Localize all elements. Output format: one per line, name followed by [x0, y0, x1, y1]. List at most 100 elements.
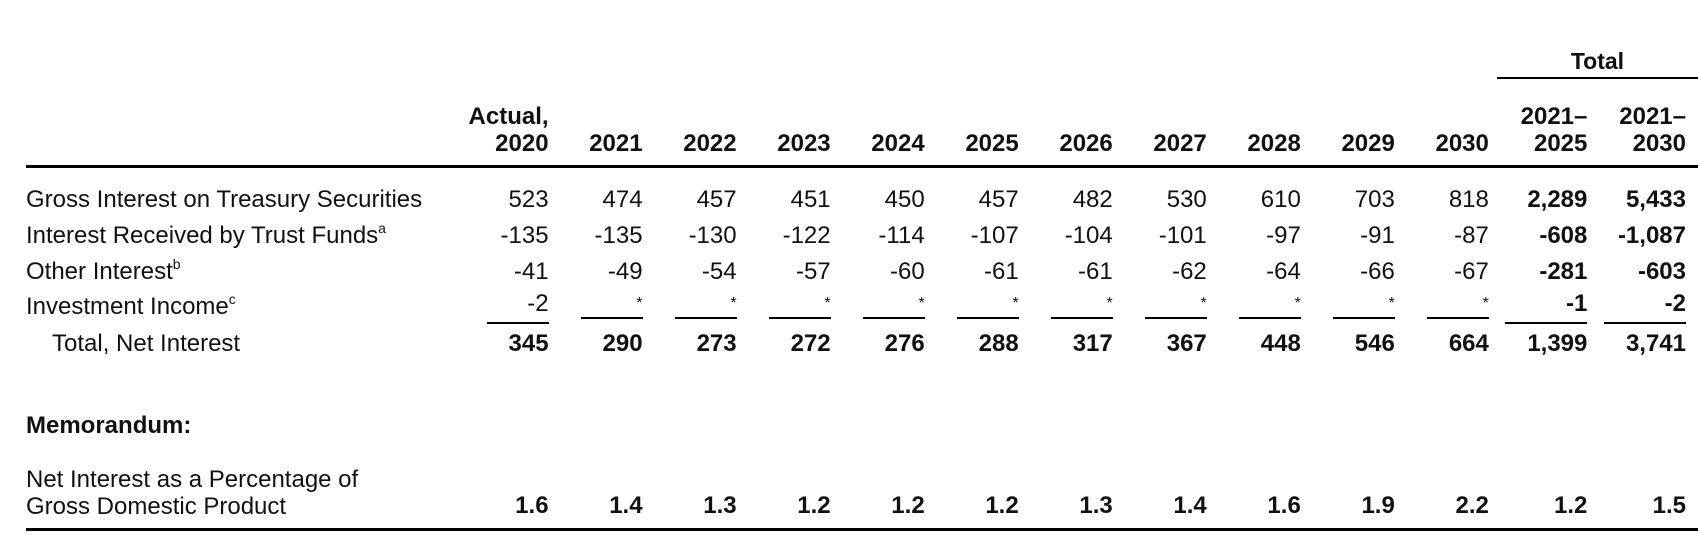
total-cell: 345 — [508, 330, 549, 357]
table-cell: -62 — [1121, 254, 1215, 290]
header-row: Actual, 2020 2021 2022 2023 2024 2025 2026 2027 2… — [26, 78, 1698, 168]
cell-value: 457 — [978, 186, 1019, 213]
percentage-cell: 1.3 — [1026, 444, 1121, 531]
cell-value: -67 — [1454, 258, 1489, 285]
table-cell: -101 — [1121, 218, 1215, 254]
cell-value: -97 — [1266, 222, 1301, 249]
memorandum-heading: Memorandum: — [26, 412, 192, 439]
total-cell: 276 — [884, 330, 925, 357]
table-cell: -60 — [839, 254, 933, 290]
column-header-line: 2029 — [1341, 130, 1395, 157]
table-cell: -97 — [1215, 218, 1309, 254]
column-header-line: 2020 — [495, 130, 549, 157]
column-header: 2021– 2025 — [1496, 78, 1596, 168]
total-cell: 273 — [696, 330, 737, 357]
row-label: Interest Received by Trust Fundsa — [26, 218, 458, 254]
cell-value: 530 — [1166, 186, 1207, 213]
header-super-row: Total — [26, 48, 1698, 79]
cell-value: -57 — [795, 258, 831, 285]
percentage-label-line: Gross Domestic Product — [26, 493, 287, 520]
row-label: Other Interestb — [26, 254, 458, 290]
table-cell: * — [1309, 290, 1403, 324]
cell-value: -104 — [1064, 222, 1113, 249]
percentage-cell: 1.9 — [1308, 444, 1403, 531]
table-cell: 457 — [651, 167, 745, 219]
table-cell: -603 — [1595, 254, 1698, 290]
percentage-cell: 1.4 — [1120, 444, 1215, 531]
cell-value: -87 — [1454, 222, 1489, 249]
total-row: Total, Net Interest 345 290 273 272 276 288 317… — [26, 324, 1698, 370]
total-cell: 664 — [1448, 330, 1489, 357]
footnote-marker: a — [378, 220, 386, 236]
net-interest-table: Total Actual, 2020 2021 2022 2023 2024 2025 2026… — [26, 48, 1698, 531]
cell-value: -603 — [1637, 258, 1686, 285]
cell-value: -101 — [1158, 222, 1207, 249]
table-cell: * — [557, 290, 651, 324]
total-cell: 288 — [978, 330, 1019, 357]
column-header: 2021 — [556, 78, 651, 168]
table-cell: -122 — [745, 218, 839, 254]
column-header-line: 2022 — [683, 130, 737, 157]
cell-value: 523 — [508, 186, 549, 213]
row-label-text: Gross Interest on Treasury Securities — [26, 186, 423, 213]
column-header: 2028 — [1214, 78, 1309, 168]
cell-value: 450 — [884, 186, 925, 213]
column-header-line: Actual, — [468, 103, 549, 130]
cell-value: * — [1238, 295, 1301, 319]
column-header-line: 2027 — [1153, 130, 1207, 157]
table-cell: -87 — [1403, 218, 1497, 254]
percentage-cell: 1.6 — [1214, 444, 1309, 531]
table-cell: -66 — [1309, 254, 1403, 290]
table-cell: -41 — [458, 254, 556, 290]
column-header-line: 2024 — [871, 130, 925, 157]
table-cell: -2 — [458, 290, 556, 324]
table-cell: -107 — [933, 218, 1027, 254]
cell-value: 610 — [1260, 186, 1301, 213]
cell-value: -62 — [1172, 258, 1207, 285]
total-cell: 367 — [1166, 330, 1207, 357]
percentage-cell: 1.6 — [458, 444, 557, 531]
cell-value: 451 — [790, 186, 831, 213]
cell-value: * — [956, 295, 1019, 319]
cell-value: -135 — [500, 222, 549, 249]
cell-value: -66 — [1360, 258, 1395, 285]
table-cell: 5,433 — [1595, 167, 1698, 219]
column-header-line: 2021 — [589, 130, 643, 157]
table-cell: 450 — [839, 167, 933, 219]
table-row: Investment Incomec -2 * * * * * * * * * * -1 -2 — [26, 290, 1698, 324]
table-cell: -104 — [1027, 218, 1121, 254]
column-header: 2024 — [838, 78, 933, 168]
column-header: Actual, 2020 — [458, 78, 557, 168]
table-cell: 523 — [458, 167, 556, 219]
cell-value: * — [580, 295, 643, 319]
column-header-line: 2026 — [1059, 130, 1113, 157]
total-cell: 1,399 — [1527, 330, 1588, 357]
table-cell: -1,087 — [1595, 218, 1698, 254]
cell-value: -61 — [984, 258, 1019, 285]
table-cell: * — [1403, 290, 1497, 324]
cell-value: -54 — [701, 258, 737, 285]
cell-value: * — [1332, 295, 1395, 319]
cell-value: * — [1426, 295, 1489, 319]
column-header-line: 2028 — [1247, 130, 1301, 157]
column-header: 2027 — [1120, 78, 1215, 168]
percentage-cell: 1.2 — [932, 444, 1027, 531]
cell-value: -608 — [1539, 222, 1588, 249]
column-header: 2026 — [1026, 78, 1121, 168]
row-label-text: Interest Received by Trust Funds — [26, 222, 379, 249]
table-cell: 474 — [557, 167, 651, 219]
total-label: Total, Net Interest — [52, 330, 241, 357]
cell-value: -49 — [607, 258, 643, 285]
table-cell: -1 — [1497, 290, 1596, 324]
column-header: 2022 — [650, 78, 745, 168]
footnote-marker: b — [172, 256, 181, 272]
table-cell: -67 — [1403, 254, 1497, 290]
row-label-text: Investment Income — [26, 293, 229, 320]
cell-value: 457 — [696, 186, 737, 213]
percentage-label-line: Net Interest as a Percentage of — [26, 466, 359, 493]
footnote-marker: c — [228, 291, 236, 307]
cell-value: -41 — [513, 258, 549, 285]
table-cell: 482 — [1027, 167, 1121, 219]
column-header-line: 2025 — [1533, 130, 1588, 157]
row-label-text: Other Interest — [26, 258, 173, 285]
